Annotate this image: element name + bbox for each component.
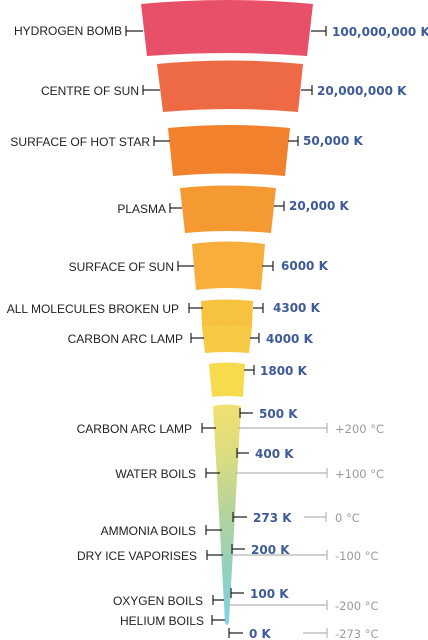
value-tick xyxy=(232,512,247,522)
point-label: CARBON ARC LAMP xyxy=(77,422,192,436)
point-label: AMMONIA BOILS xyxy=(101,524,196,538)
kelvin-value: 20,000 K xyxy=(289,199,349,213)
cone-shape xyxy=(213,404,241,625)
value-tick xyxy=(262,261,274,271)
value-tick xyxy=(250,333,260,343)
label-tick xyxy=(201,423,216,433)
celsius-line xyxy=(238,423,328,433)
celsius-line xyxy=(235,468,328,478)
label-tick xyxy=(211,615,225,625)
point-label: DRY ICE VAPORISES xyxy=(77,549,197,563)
band-surface-of-sun: SURFACE OF SUN 6000 K xyxy=(69,241,329,290)
point-273k: AMMONIA BOILS 273 K 0 °C xyxy=(101,511,360,538)
kelvin-value: 273 K xyxy=(253,511,292,525)
kelvin-value: 6000 K xyxy=(281,259,329,273)
value-tick xyxy=(311,26,327,36)
band-centre-of-sun: CENTRE OF SUN 20,000,000 K xyxy=(41,60,407,112)
band-hydrogen-bomb: HYDROGEN BOMB 100,000,000 K xyxy=(14,0,428,56)
label-tick xyxy=(205,468,220,478)
label-tick xyxy=(153,136,170,146)
band-label: PLASMA xyxy=(117,202,166,216)
band-segment xyxy=(201,299,253,327)
band-label: CARBON ARC LAMP xyxy=(68,332,183,346)
value-tick xyxy=(231,544,245,554)
label-tick xyxy=(177,261,194,271)
kelvin-value: 4000 K xyxy=(266,332,314,346)
point-label: WATER BOILS xyxy=(115,467,196,481)
band-label: SURFACE OF SUN xyxy=(69,260,174,274)
celsius-line xyxy=(232,550,328,560)
celsius-value: -200 °C xyxy=(335,599,379,613)
kelvin-value: 400 K xyxy=(255,447,294,461)
value-tick xyxy=(244,365,255,375)
band-segment xyxy=(157,60,303,112)
point-label: OXYGEN BOILS xyxy=(113,594,203,608)
low-temperature-cone: CARBON ARC LAMP 500 K +200 °C 400 K WATE… xyxy=(77,404,384,640)
band-label: ALL MOLECULES BROKEN UP xyxy=(7,302,179,316)
label-tick xyxy=(206,550,223,560)
band-plasma: PLASMA 20,000 K xyxy=(117,185,349,233)
value-tick xyxy=(230,588,244,598)
label-tick xyxy=(190,333,204,343)
band-segment xyxy=(209,362,245,397)
celsius-value: 0 °C xyxy=(335,511,360,525)
kelvin-value: 100 K xyxy=(250,587,289,601)
value-tick xyxy=(236,448,249,458)
band-segment xyxy=(168,125,290,176)
label-tick xyxy=(169,203,182,213)
point-100k: OXYGEN BOILS 100 K -200 °C xyxy=(113,587,379,613)
kelvin-value: 100,000,000 K xyxy=(332,25,428,39)
kelvin-value: 50,000 K xyxy=(303,134,363,148)
kelvin-value: 20,000,000 K xyxy=(317,84,407,98)
band-surface-of-hot-star: SURFACE OF HOT STAR 50,000 K xyxy=(10,125,363,176)
band-label: HYDROGEN BOMB xyxy=(14,24,122,38)
band-segment xyxy=(141,0,313,56)
celsius-value: +200 °C xyxy=(335,422,384,436)
point-0k: HELIUM BOILS 0 K -273 °C xyxy=(120,614,379,640)
kelvin-value: 0 K xyxy=(249,627,272,640)
value-tick xyxy=(228,628,243,638)
band-molecules-and-arc-lamp: ALL MOLECULES BROKEN UP 4300 K CARBON AR… xyxy=(7,299,321,353)
band-1800k: 1800 K xyxy=(209,362,308,397)
label-tick xyxy=(125,26,143,36)
value-tick xyxy=(301,85,313,95)
point-water-boils: WATER BOILS +100 °C xyxy=(115,467,384,481)
kelvin-value: 200 K xyxy=(251,543,290,557)
celsius-value: -100 °C xyxy=(335,549,379,563)
celsius-value: +100 °C xyxy=(335,467,384,481)
point-500k: CARBON ARC LAMP 500 K +200 °C xyxy=(77,407,384,436)
label-tick xyxy=(212,595,224,605)
kelvin-value: 1800 K xyxy=(260,364,308,378)
value-tick xyxy=(239,408,253,418)
kelvin-value: 4300 K xyxy=(273,301,321,315)
value-tick xyxy=(288,136,299,146)
point-label: HELIUM BOILS xyxy=(120,614,204,628)
band-segment xyxy=(180,185,276,233)
value-tick xyxy=(274,201,285,211)
celsius-line xyxy=(303,628,328,638)
label-tick xyxy=(205,525,222,535)
celsius-value: -273 °C xyxy=(335,627,379,640)
point-400k: 400 K xyxy=(236,447,294,461)
label-tick xyxy=(188,303,203,313)
band-label: CENTRE OF SUN xyxy=(41,84,139,98)
band-label: SURFACE OF HOT STAR xyxy=(10,135,150,149)
celsius-line xyxy=(304,512,327,522)
kelvin-value: 500 K xyxy=(259,407,298,421)
band-segment xyxy=(192,241,265,290)
value-tick xyxy=(253,303,264,313)
label-tick xyxy=(142,85,160,95)
band-segment xyxy=(202,326,252,353)
point-200k: DRY ICE VAPORISES 200 K -100 °C xyxy=(77,543,379,563)
celsius-line xyxy=(230,600,328,610)
